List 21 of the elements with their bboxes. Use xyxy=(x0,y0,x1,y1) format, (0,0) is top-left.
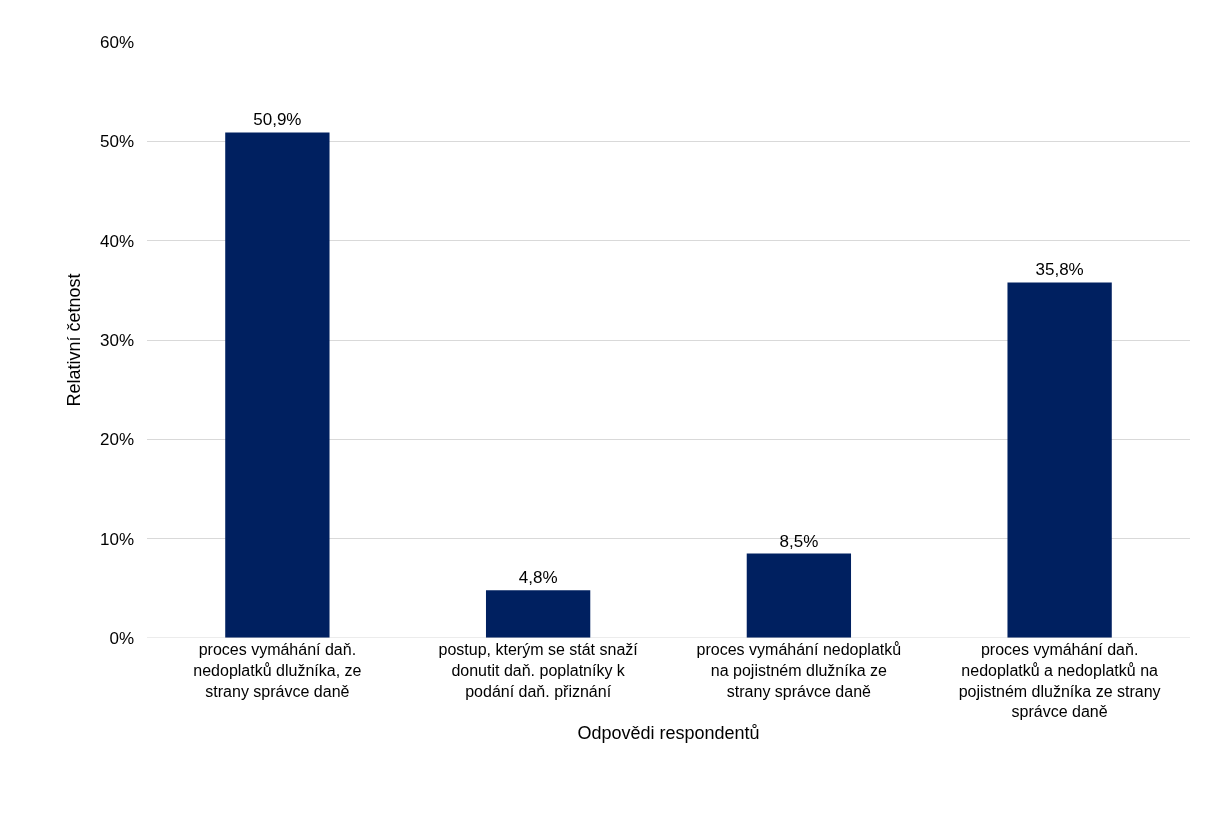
y-tick-label: 10% xyxy=(99,529,134,549)
data-label: 8,5% xyxy=(779,531,819,551)
bar xyxy=(225,132,330,638)
bar xyxy=(746,553,852,638)
bar xyxy=(1007,282,1112,638)
x-tick-label: postup, kterým se stát snaží donutit daň. poplatníky k podání daň. přiznání xyxy=(438,641,639,700)
x-axis-title: Odpovědi respondentů xyxy=(577,722,760,743)
y-tick-label: 50% xyxy=(99,132,134,152)
data-label: 4,8% xyxy=(518,568,558,588)
y-tick-label: 20% xyxy=(99,430,134,450)
y-tick-label: 40% xyxy=(99,231,134,251)
y-tick-label: 30% xyxy=(99,330,134,350)
y-tick-label: 60% xyxy=(99,32,134,52)
y-axis-title: Relativní četnost xyxy=(64,273,85,407)
y-tick-label: 0% xyxy=(109,628,134,648)
data-label: 35,8% xyxy=(1035,260,1084,280)
data-label: 50,9% xyxy=(253,110,302,130)
x-tick-label: proces vymáhání nedoplatků na pojistném dlužníka ze strany správce daně xyxy=(696,641,902,700)
x-tick-label: proces vymáhání daň. nedoplatků dlužníka, ze strany správce daně xyxy=(193,641,362,700)
x-tick-label: proces vymáhání daň. nedoplatků a nedoplatků na pojistném dlužníka ze strany správce daně xyxy=(958,641,1161,721)
bar xyxy=(485,590,591,638)
